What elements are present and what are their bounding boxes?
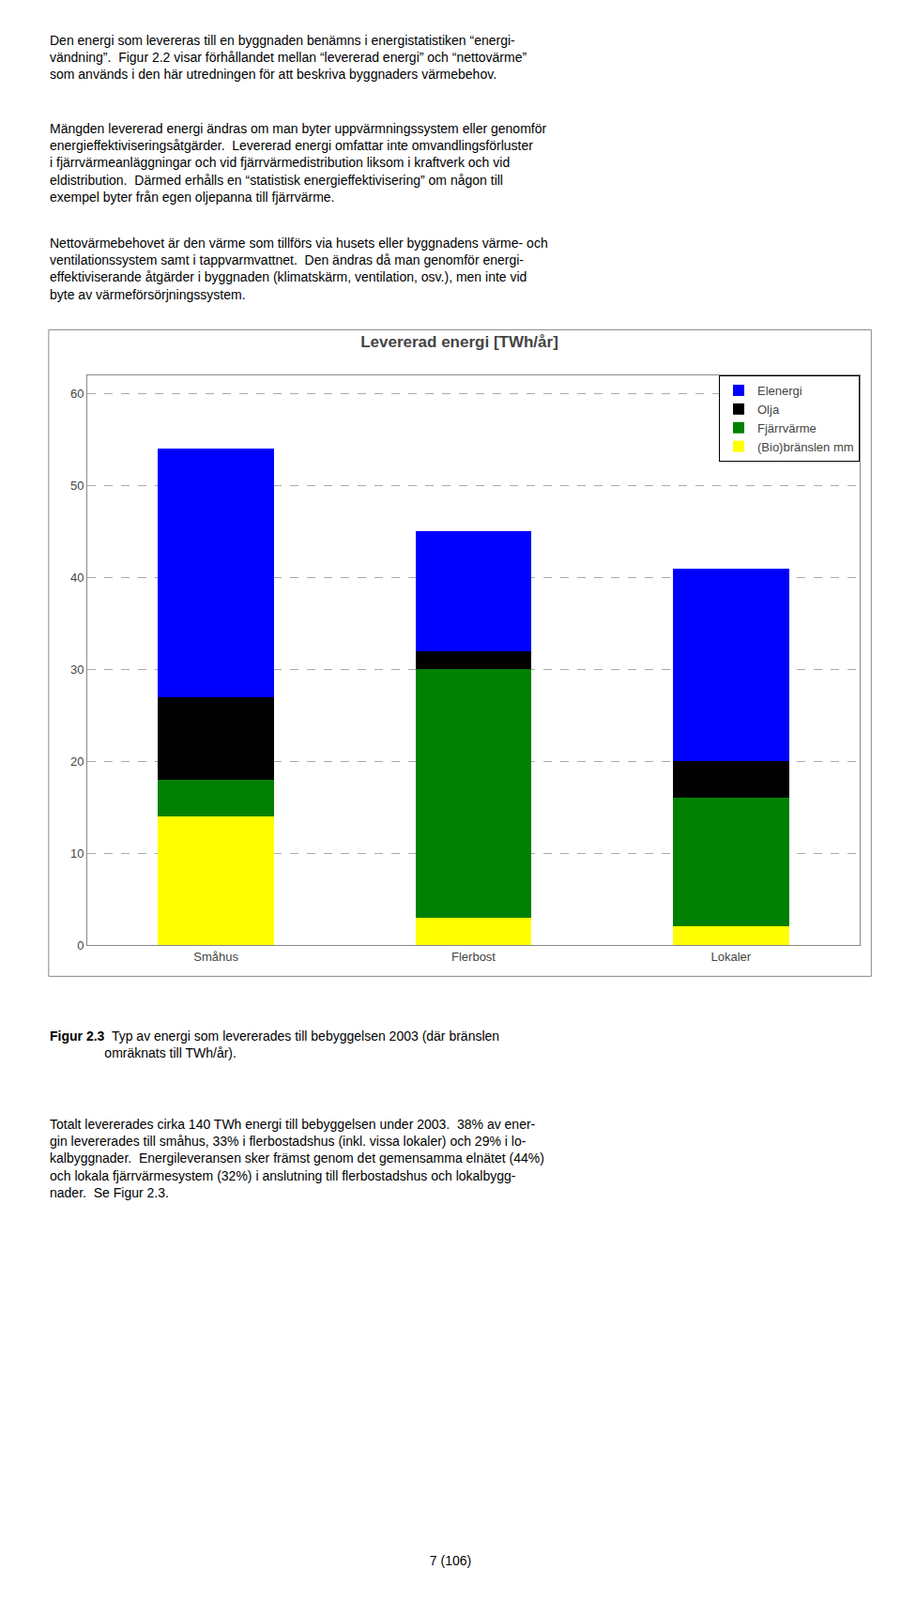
- html-text:Den energi som levereras till: Den energi som levereras till en byggnad…: [49, 32, 527, 83]
- html-text:7 (106): 7 (106): [429, 1553, 472, 1569]
- svg-text:50: 50: [70, 478, 84, 493]
- svg-text:40: 40: [70, 570, 84, 585]
- svg-text:Lokaler: Lokaler: [711, 949, 752, 964]
- html-text:Totalt levererades cirka 140 T: Totalt levererades cirka 140 TWh energi …: [49, 1116, 545, 1201]
- svg-text:20: 20: [70, 754, 84, 769]
- svg-text:Levererad energi [TWh/år]: Levererad energi [TWh/år]: [360, 333, 559, 352]
- svg-text:Småhus: Småhus: [193, 949, 239, 964]
- svg-text:60: 60: [70, 386, 84, 401]
- html-text:Nettovärmebehovet är den värme: Nettovärmebehovet är den värme som tillf…: [49, 235, 548, 302]
- svg-text:0: 0: [76, 938, 84, 953]
- svg-text:Flerbost: Flerbost: [451, 949, 496, 964]
- svg-text:Fjärrvärme: Fjärrvärme: [757, 421, 817, 436]
- svg-text:10: 10: [70, 846, 84, 861]
- svg-text:(Bio)bränslen mm: (Bio)bränslen mm: [757, 440, 855, 455]
- svg-text:30: 30: [70, 662, 84, 677]
- svg-text:Elenergi: Elenergi: [757, 383, 803, 398]
- html-text:Mängden levererad energi ändra: Mängden levererad energi ändras om man b…: [49, 121, 547, 205]
- svg-text:Olja: Olja: [757, 402, 780, 417]
- html-text:Figur 2.3 Typ av energi som le: Figur 2.3 Typ av energi som levererades …: [49, 1028, 500, 1061]
